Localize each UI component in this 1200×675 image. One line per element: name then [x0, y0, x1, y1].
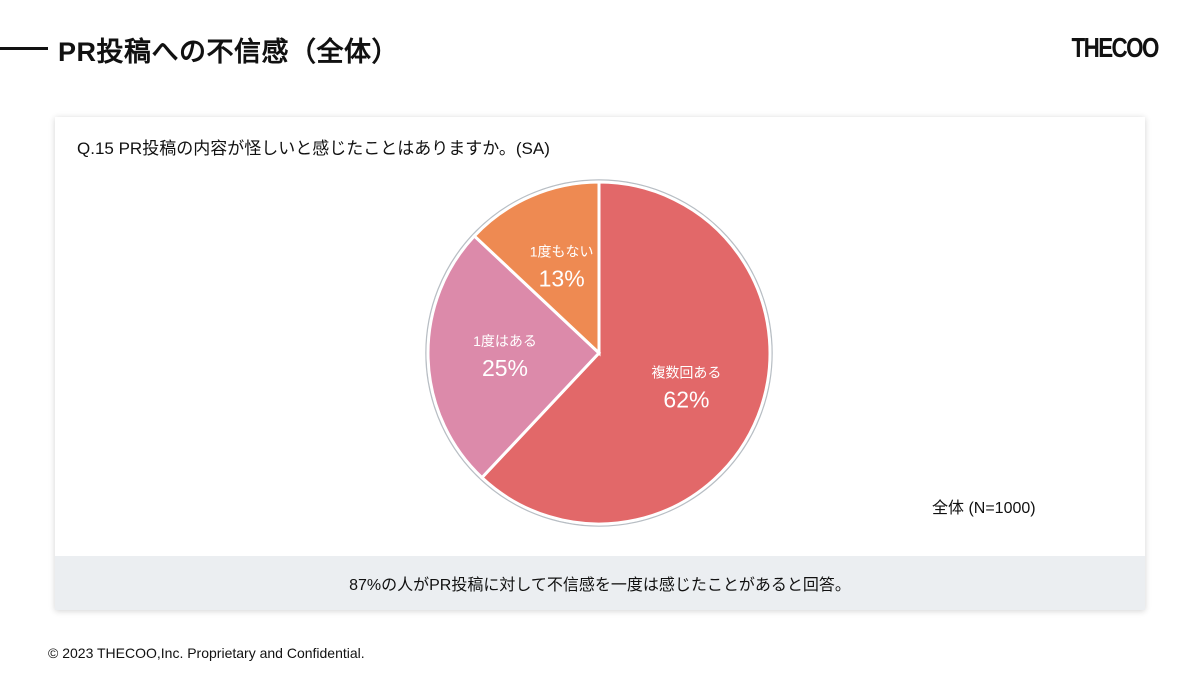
title-rule [0, 47, 48, 50]
pie-chart: 複数回ある 62% 1度はある 25% 1度もない 13% [425, 179, 773, 527]
sample-size: 全体 (N=1000) [932, 500, 1036, 517]
slice-value-label: 62% [663, 387, 709, 413]
slice-label: 複数回ある [651, 365, 721, 381]
pie-slice [472, 180, 601, 357]
slice-value-label: 25% [482, 355, 528, 381]
slice-label: 1度はある [473, 333, 537, 349]
question-text: Q.15 PR投稿の内容が怪しいと感じたことはありますか。(SA) [77, 139, 550, 158]
pie-slice [479, 180, 772, 526]
pie-outline [425, 179, 773, 527]
slice-value-label: 13% [539, 266, 585, 292]
pie-slice [426, 233, 602, 480]
page-title: PR投稿への不信感（全体） [58, 37, 400, 67]
slice-label: 1度もない [530, 244, 594, 260]
thecoo-logo: THECOO [1071, 32, 1160, 63]
summary-text: 87%の人がPR投稿に対して不信感を一度は感じたことがあると回答。 [349, 577, 851, 594]
summary-band: 87%の人がPR投稿に対して不信感を一度は感じたことがあると回答。 [55, 556, 1145, 610]
copyright: © 2023 THECOO,Inc. Proprietary and Confi… [48, 645, 365, 661]
chart-card: Q.15 PR投稿の内容が怪しいと感じたことはありますか。(SA) 複数回ある 6… [55, 117, 1145, 610]
